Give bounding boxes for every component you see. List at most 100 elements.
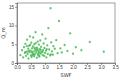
point (75, 46, 77, 48)
tick: 0.0 (14, 63, 21, 70)
point (30, 42, 32, 44)
point (51, 50, 53, 52)
point (43, 47, 45, 49)
point (59, 47, 61, 49)
tick: 1.5 (56, 63, 63, 70)
point (61, 51, 63, 53)
point (26, 39, 28, 41)
tick-label: 2.0 (70, 65, 77, 70)
tick: 10 (9, 23, 17, 28)
point (80, 49, 82, 51)
point (22, 56, 24, 58)
point (21, 49, 23, 51)
point (63, 44, 65, 46)
point (34, 47, 36, 49)
points (19, 7, 105, 60)
tick-label: 0.0 (14, 65, 21, 70)
point (27, 53, 29, 55)
point (35, 49, 37, 51)
point (58, 20, 60, 22)
point (39, 48, 41, 50)
point (29, 35, 31, 37)
x-axis-label: SWF (61, 72, 72, 78)
point (29, 44, 31, 46)
point (50, 41, 52, 43)
point (24, 43, 26, 45)
point (35, 42, 37, 44)
plot: 0.0 0.5 1.0 1.5 2.0 2.5 3.0 3.5 0 5 10 15 (9, 3, 119, 70)
tick: 0.5 (28, 63, 35, 70)
point (37, 40, 39, 42)
x-axis: 0.0 0.5 1.0 1.5 2.0 2.5 3.0 3.5 (14, 63, 119, 70)
point (30, 56, 32, 58)
y-axis: 0 5 10 15 (9, 4, 18, 66)
tick: 2.5 (84, 63, 91, 70)
point (52, 54, 54, 56)
tick-label: 10 (9, 23, 15, 28)
tick-label: 0 (11, 61, 14, 66)
point (52, 45, 54, 47)
point (41, 33, 43, 35)
point (55, 39, 57, 41)
tick: 0 (11, 61, 17, 66)
point (36, 57, 38, 59)
tick-mark (15, 26, 17, 27)
point (42, 42, 44, 44)
point (66, 50, 68, 52)
point (47, 27, 49, 29)
y-axis-label: Q_m (0, 27, 7, 38)
plot-frame (17, 3, 115, 63)
point (28, 50, 30, 52)
point (27, 48, 29, 50)
tick-label: 5 (11, 42, 14, 47)
tick-label: 2.5 (84, 65, 91, 70)
point (45, 56, 47, 58)
tick: 2.0 (70, 63, 77, 70)
tick: 3.0 (98, 63, 105, 70)
point (26, 45, 28, 47)
point (27, 57, 29, 59)
point (69, 32, 71, 34)
point (44, 52, 46, 54)
tick-label: 1.5 (56, 65, 63, 70)
point (39, 49, 41, 51)
point (39, 51, 41, 53)
point (72, 52, 74, 54)
tick-mark (15, 44, 17, 45)
point (38, 54, 40, 56)
point (56, 52, 58, 54)
point (50, 53, 52, 55)
tick: 5 (11, 42, 17, 47)
tick-label: 15 (9, 5, 15, 10)
point (23, 46, 25, 48)
point (34, 31, 36, 33)
tick-label: 3.5 (112, 65, 119, 70)
point (32, 53, 34, 55)
point (89, 41, 91, 43)
chart: 0.0 0.5 1.0 1.5 2.0 2.5 3.0 3.5 0 5 10 15 SWF Q_m (0, 0, 120, 80)
point (31, 51, 33, 53)
tick: 15 (9, 5, 17, 10)
tick: 1.0 (42, 63, 49, 70)
point (39, 39, 41, 41)
point (43, 55, 45, 57)
point (32, 45, 34, 47)
point (19, 54, 21, 56)
point (44, 37, 46, 39)
point (32, 36, 34, 38)
tick-mark (15, 7, 17, 8)
tick-label: 1.0 (42, 65, 49, 70)
point (24, 51, 26, 53)
point (24, 52, 26, 54)
point (48, 48, 50, 50)
tick-mark (15, 63, 17, 64)
point (36, 47, 38, 49)
tick: 3.5 (112, 63, 119, 70)
point (103, 51, 105, 53)
point (54, 48, 56, 50)
point (46, 44, 48, 46)
point (40, 46, 42, 48)
point (35, 46, 37, 48)
point (49, 7, 51, 9)
point (33, 50, 35, 52)
